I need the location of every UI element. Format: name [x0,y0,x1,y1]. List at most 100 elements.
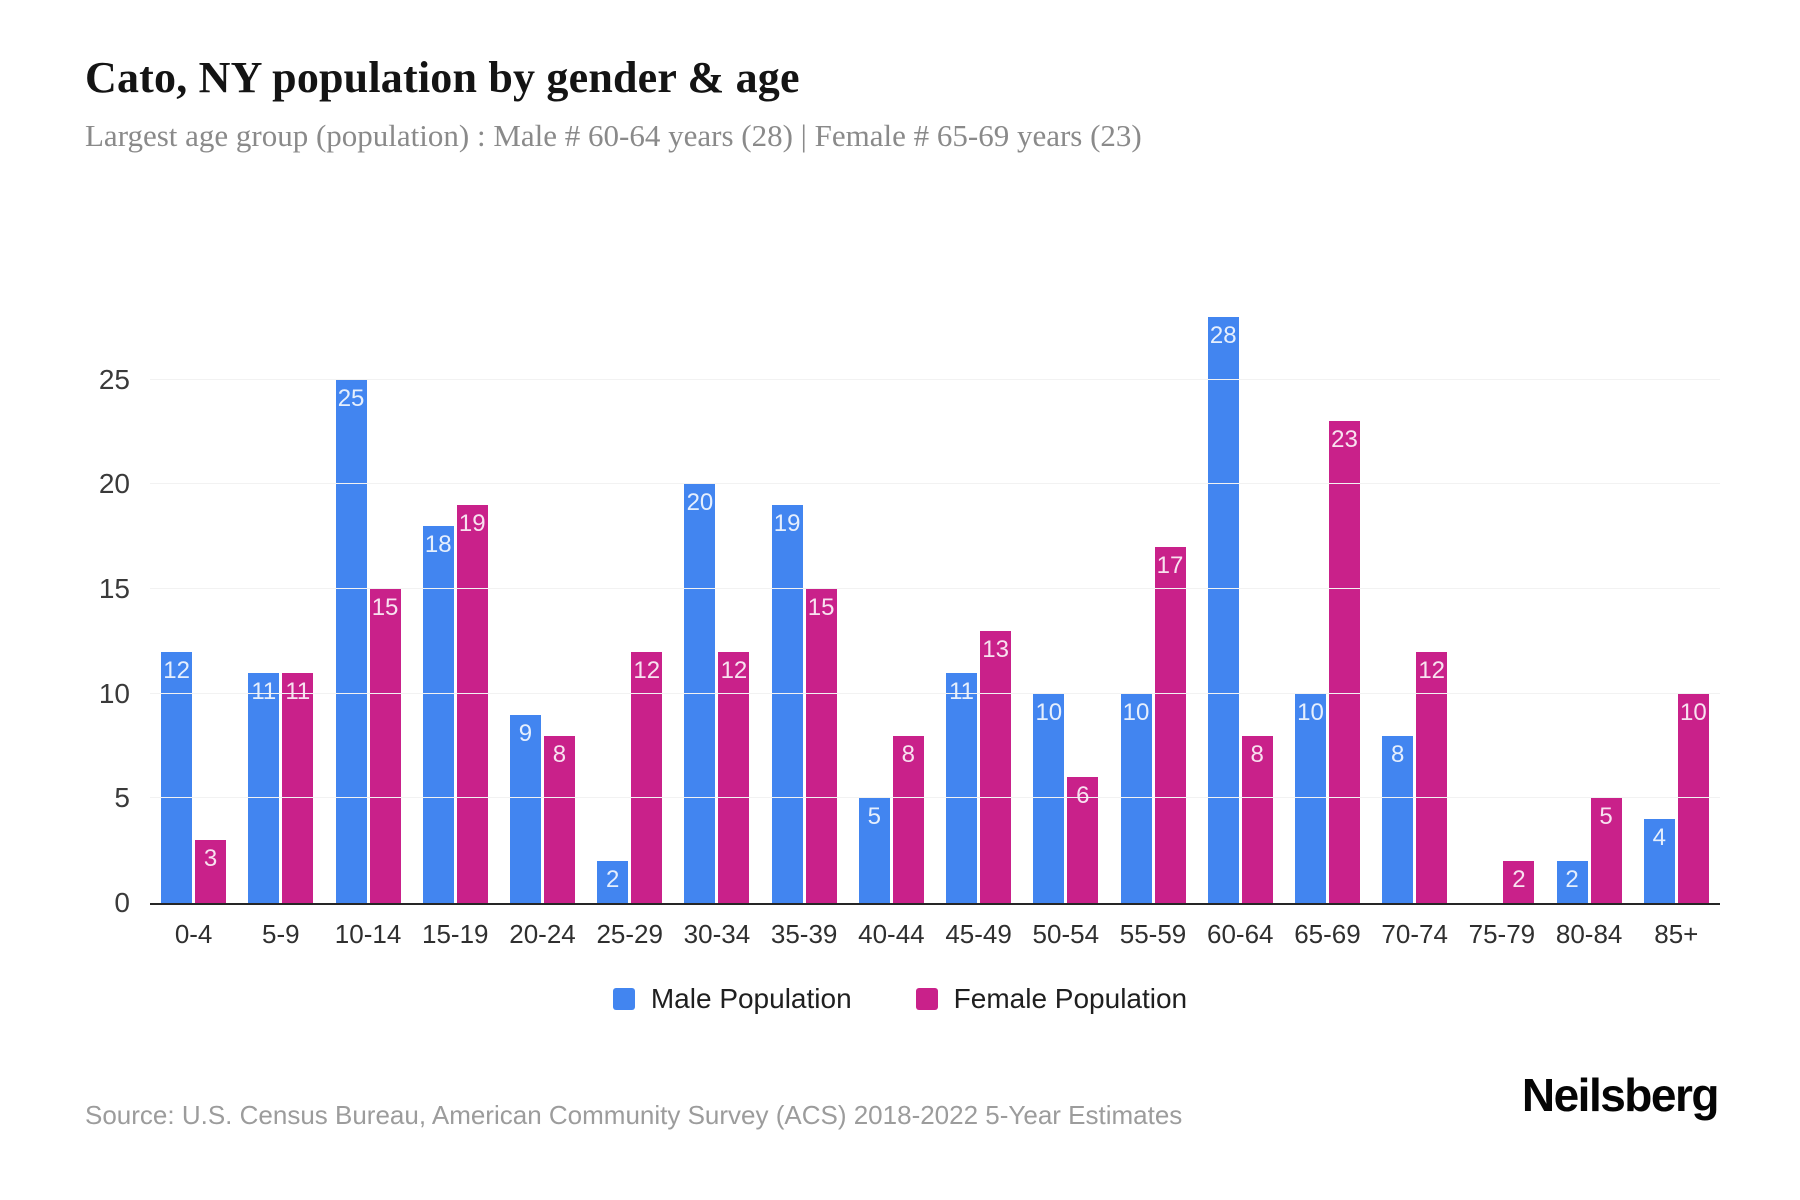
bar-male-35-39: 19 [771,505,803,903]
bar-value-label: 2 [606,866,620,894]
bar-value-label: 8 [901,740,916,768]
bar-value-label: 10 [1679,698,1707,726]
gridline-10 [150,692,1720,694]
bar-slot: 18 [422,526,454,903]
bar-male-10-14: 25 [335,379,367,903]
bar-value-label: 23 [1331,426,1358,454]
bar-male-50-54: 10 [1033,693,1065,903]
bar-value-label: 11 [285,677,311,705]
plot-area: 12 3 0-4 11 11 5-9 25 15 10-14 18 19 15-19 9 8 20-24 2 1… [99,254,1720,949]
bar-slot: 19 [456,505,488,903]
bar-value-label: 12 [720,656,748,684]
bar-slot: 10 [1033,693,1065,903]
x-axis-label-45-49: 45-49 [945,919,1012,949]
legend: Male Population Female Population [0,983,1800,1015]
bar-group-15-19: 18 19 15-19 [412,254,499,949]
bar-slot: 15 [805,588,837,903]
bar-female-50-54: 6 [1067,777,1099,903]
bar-male-40-44: 5 [858,798,890,903]
bar-slot: 11 [282,672,314,903]
x-axis-label-40-44: 40-44 [858,919,925,949]
bar-value-label: 12 [1418,656,1446,684]
bar-value-label: 6 [1076,782,1090,810]
bar-slot: 5 [858,798,890,903]
y-tick-label-15: 15 [98,572,130,604]
bar-female-45-49: 13 [980,630,1012,903]
x-axis-label-25-29: 25-29 [596,919,663,949]
bar-slot: 8 [1382,735,1414,903]
bar-male-85+: 4 [1643,819,1675,903]
bar-slot: 10 [1677,693,1709,903]
bar-female-70-74: 12 [1416,651,1448,903]
x-axis-label-0-4: 0-4 [174,919,213,949]
x-axis-label-60-64: 60-64 [1206,919,1274,949]
bar-male-45-49: 11 [946,672,978,903]
bar-value-label: 10 [1297,698,1324,726]
bar-value-label: 19 [773,510,801,538]
bar-slot: 12 [631,651,663,903]
bar-value-label: 17 [1156,552,1184,580]
bar-male-70-74: 8 [1382,735,1414,903]
bar-male-5-9: 11 [248,672,280,903]
bar-value-label: 10 [1122,698,1150,726]
bar-group-50-54: 10 6 50-54 [1022,254,1109,949]
bar-value-label: 11 [251,677,277,705]
x-axis-label-20-24: 20-24 [509,919,576,949]
bar-female-15-19: 19 [456,505,488,903]
x-axis-label-15-19: 15-19 [422,919,489,949]
bar-slot: 2 [1556,861,1588,903]
bar-female-0-4: 3 [195,840,227,903]
bar-value-label: 10 [1035,698,1063,726]
bar-male-80-84: 2 [1556,861,1588,903]
bar-female-10-14: 15 [369,588,401,903]
x-axis-label-30-34: 30-34 [683,919,751,949]
bar-slot: 12 [1416,651,1448,903]
bar-slot: 28 [1207,316,1239,903]
x-axis-label-50-54: 50-54 [1032,919,1100,949]
bar-value-label: 2 [1512,866,1526,894]
bar-group-10-14: 25 15 10-14 [324,254,411,949]
legend-item-male[interactable]: Male Population [612,983,852,1015]
bar-value-label: 18 [424,531,452,559]
bar-slot: 11 [248,672,280,903]
bar-female-20-24: 8 [543,735,575,903]
bar-male-65-69: 10 [1294,693,1326,903]
legend-item-female[interactable]: Female Population [915,983,1187,1015]
bar-male-25-29: 2 [597,861,629,903]
bar-value-label: 9 [518,719,533,747]
bar-group-30-34: 20 12 30-34 [673,254,760,949]
bar-male-60-64: 28 [1207,316,1239,903]
bar-slot: 9 [509,714,541,903]
x-axis-label-85+: 85+ [1654,919,1699,949]
bar-group-45-49: 11 13 45-49 [935,254,1022,949]
bar-value-label: 8 [1250,740,1264,768]
bar-value-label: 2 [1565,866,1579,894]
y-tick-label-10: 10 [98,677,130,709]
bar-female-40-44: 8 [892,735,924,903]
bar-group-80-84: 2 5 80-84 [1546,254,1633,949]
bar-slot: 6 [1067,777,1099,903]
x-axis-label-35-39: 35-39 [770,919,838,949]
bar-group-25-29: 2 12 25-29 [586,254,673,949]
bar-female-80-84: 5 [1590,798,1622,903]
bar-value-label: 12 [633,656,661,684]
gridline-15 [150,587,1720,589]
bar-value-label: 15 [807,593,835,621]
male-legend-swatch-icon [612,988,635,1010]
legend-label-male: Male Population [650,983,852,1014]
bar-female-55-59: 17 [1154,547,1186,903]
bar-group-40-44: 5 8 40-44 [848,254,935,949]
bar-group-60-64: 28 8 60-64 [1197,254,1284,949]
bar-male-55-59: 10 [1120,693,1152,903]
bar-female-5-9: 11 [282,672,314,903]
x-axis-label-70-74: 70-74 [1381,919,1448,949]
bar-value-label: 28 [1209,321,1237,349]
bar-slot: 11 [946,672,978,903]
bar-slot: 15 [369,588,401,903]
bar-group-5-9: 11 11 5-9 [237,254,324,949]
bar-female-75-79: 2 [1503,861,1535,903]
chart-title: Cato, NY population by gender & age [85,53,800,102]
bar-slot: 4 [1643,819,1675,903]
bar-group-0-4: 12 3 0-4 [150,254,237,949]
x-axis-label-80-84: 80-84 [1555,919,1623,949]
